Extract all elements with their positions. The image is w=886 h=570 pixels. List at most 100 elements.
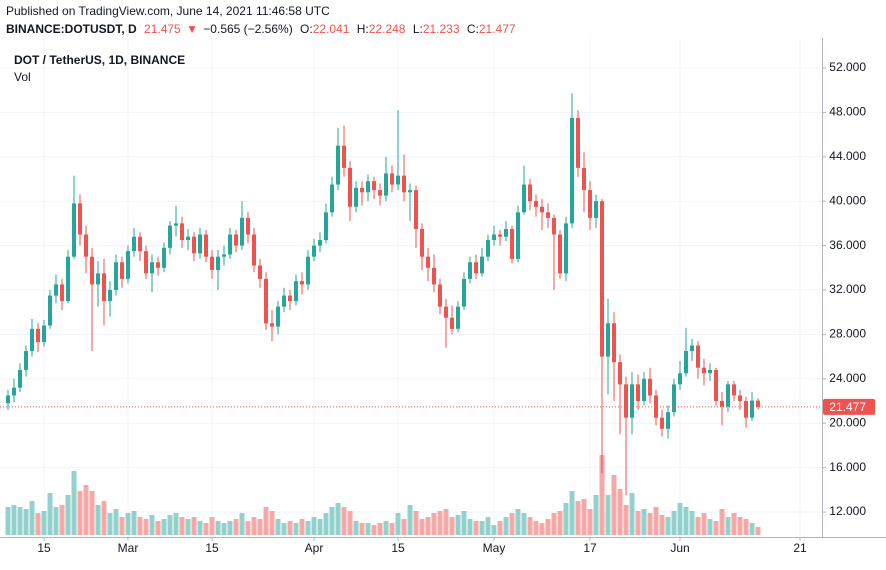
volume-bar [437, 511, 443, 535]
volume-bar [239, 513, 245, 535]
volume-bar [17, 507, 23, 535]
candle-body [222, 254, 226, 257]
volume-bar [455, 515, 461, 535]
candle-body [414, 190, 418, 229]
candle-body [708, 369, 712, 374]
candle-body [384, 173, 388, 196]
candle-body [618, 362, 622, 385]
volume-bar [131, 511, 137, 535]
change: −0.565 (−2.56%) [203, 22, 292, 36]
candle-body [36, 328, 40, 343]
x-tick-label: May [483, 541, 506, 555]
volume-bar [683, 507, 689, 535]
volume-bar [665, 517, 671, 535]
candle-body [282, 295, 286, 307]
candle-body [318, 240, 322, 246]
volume-bar [701, 513, 707, 535]
high-label: H: [357, 22, 369, 36]
candle-body [78, 203, 82, 235]
candle-body [60, 284, 64, 302]
x-tick-label: Jun [670, 541, 689, 555]
candle-body [456, 306, 460, 329]
candle-body [474, 262, 478, 274]
volume-bar [29, 501, 35, 535]
volume-bar [125, 513, 131, 535]
volume-bar [407, 505, 413, 535]
volume-bar [149, 515, 155, 535]
candle-body [468, 262, 472, 279]
candle-body [576, 117, 580, 168]
volume-bar [509, 513, 515, 535]
candle-body [228, 234, 232, 255]
candle-body [48, 295, 52, 326]
x-tick-label: 15 [391, 541, 405, 555]
volume-bar [527, 517, 533, 535]
candle-body [90, 256, 94, 285]
candle-body [246, 217, 250, 235]
candle-body [210, 256, 214, 271]
candle-body [144, 251, 148, 274]
volume-bar [521, 513, 527, 535]
volume-bar [101, 501, 107, 535]
grid [0, 38, 822, 537]
volume-bar [245, 521, 251, 535]
y-tick-label: 44.000 [829, 149, 866, 163]
volume-bar [461, 511, 467, 535]
volume-bar [467, 519, 473, 535]
volume-bar [713, 521, 719, 535]
x-tick-label: Mar [118, 541, 139, 555]
y-tick-label: 40.000 [829, 193, 866, 207]
candle-body [30, 328, 34, 352]
candle-body [462, 278, 466, 307]
symbol-line: BINANCE:DOTUSDT, D 21.475 ▼ −0.565 (−2.5… [6, 22, 516, 36]
candle-body [66, 256, 70, 302]
volume-bar [755, 527, 761, 535]
volume-bar [383, 521, 389, 535]
candle-body [300, 281, 304, 285]
volume-bar [677, 503, 683, 535]
volume-bar [113, 509, 119, 535]
candle-body [582, 167, 586, 191]
candle-body [480, 256, 484, 274]
volume-bar [191, 517, 197, 535]
volume-bar [419, 519, 425, 535]
volume-bar [167, 515, 173, 535]
close-label: C: [467, 22, 479, 36]
close-value: 21.477 [479, 22, 516, 36]
volume-bar [335, 503, 341, 535]
volume-bar [587, 509, 593, 535]
y-tick-label: 28.000 [829, 327, 866, 341]
x-tick-label: Apr [305, 541, 324, 555]
volume-bar [83, 485, 89, 535]
candle-body [198, 234, 202, 254]
published-note: Published on TradingView.com, June 14, 2… [6, 4, 330, 18]
volume-layer [5, 455, 761, 535]
volume-bar [737, 517, 743, 535]
last-price: 21.475 [144, 22, 181, 36]
candle-body [42, 325, 46, 343]
y-tick-label: 20.000 [829, 415, 866, 429]
volume-bar [719, 509, 725, 535]
volume-bar [107, 513, 113, 535]
change-arrow: ▼ [186, 22, 198, 36]
candle-body [366, 181, 370, 193]
volume-bar [377, 523, 383, 535]
y-tick-label: 52.000 [829, 60, 866, 74]
volume-bar [659, 515, 665, 535]
y-tick-label: 12.000 [829, 504, 866, 518]
volume-bar [731, 513, 737, 535]
candle-body [552, 217, 556, 235]
volume-bar [575, 501, 581, 535]
candle-body [126, 251, 130, 279]
candle-body [594, 201, 598, 218]
candle-body [324, 212, 328, 241]
candle-body [360, 187, 364, 193]
candle-body [330, 184, 334, 213]
volume-bar [473, 521, 479, 535]
candle-body [534, 201, 538, 207]
volume-bar [653, 507, 659, 535]
volume-bar [323, 513, 329, 535]
last-price-box [823, 398, 875, 415]
candle-body [6, 395, 10, 404]
